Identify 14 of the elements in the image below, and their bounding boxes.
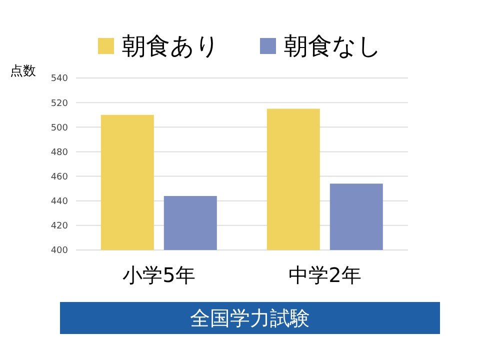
x-axis-title: 全国学力試験 <box>60 302 440 334</box>
y-tick-label: 400 <box>50 246 68 256</box>
y-tick-label: 540 <box>50 74 68 84</box>
y-tick-label: 420 <box>50 222 68 232</box>
y-tick-label: 440 <box>50 197 68 208</box>
y-tick-label: 520 <box>50 98 68 109</box>
y-tick-label: 480 <box>50 148 68 158</box>
y-tick-label: 500 <box>50 123 68 134</box>
y-tick-label: 460 <box>50 172 68 182</box>
legend-label: 朝食なし <box>284 31 382 62</box>
x-tick-label: 小学5年 <box>122 263 196 288</box>
y-axis-title: 点数 <box>10 63 36 80</box>
x-tick-label: 中学2年 <box>288 263 362 288</box>
legend-label: 朝食あり <box>122 31 220 62</box>
